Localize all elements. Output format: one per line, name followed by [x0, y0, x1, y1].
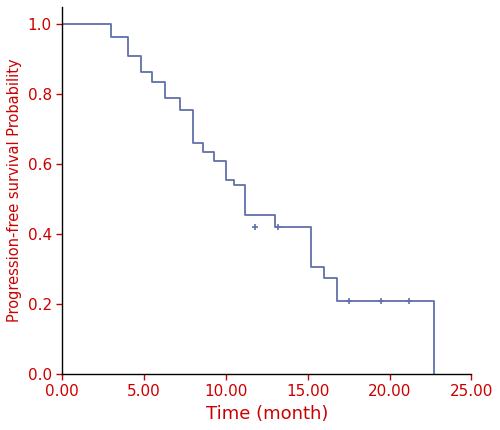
X-axis label: Time (month): Time (month)	[206, 405, 328, 423]
Y-axis label: Progression-free survival Probability: Progression-free survival Probability	[7, 59, 22, 322]
